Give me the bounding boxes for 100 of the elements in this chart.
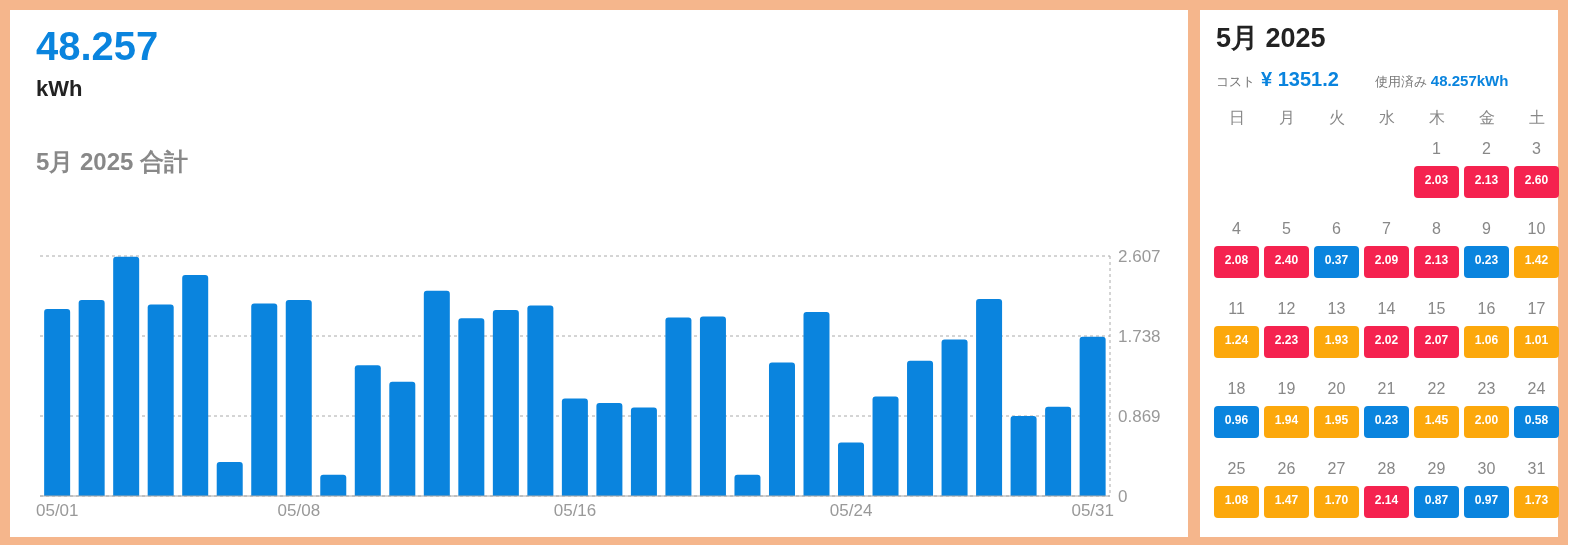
- annotation: 26: [1276, 460, 1297, 479]
- bar: [838, 442, 865, 496]
- annotation: 20: [1326, 380, 1347, 399]
- chart-title: 48.257: [36, 24, 159, 69]
- data-label: 1.47: [1264, 486, 1309, 518]
- data-label: 2.13: [1464, 166, 1509, 198]
- bar: [976, 298, 1003, 496]
- data-label: 2.14: [1364, 486, 1409, 518]
- x-tick-label: 05/31: [1071, 501, 1115, 521]
- annotation: 13: [1326, 300, 1347, 319]
- annotation: 12: [1276, 300, 1297, 319]
- annotation: 30: [1476, 460, 1497, 479]
- annotation: 4: [1231, 220, 1242, 239]
- bar: [1079, 336, 1106, 496]
- bar: [699, 316, 726, 496]
- annotation: 25: [1226, 460, 1247, 479]
- annotation: 27: [1326, 460, 1347, 479]
- bar: [630, 407, 657, 496]
- data-label: 0.23: [1464, 246, 1509, 278]
- annotation: 7: [1381, 220, 1392, 239]
- y-tick-label: 0.869: [1118, 407, 1161, 427]
- data-label: 1.08: [1214, 486, 1259, 518]
- data-label: 2.02: [1364, 326, 1409, 358]
- annotation: 8: [1431, 220, 1442, 239]
- y-tick-label: 1.738: [1118, 327, 1161, 347]
- data-label: 1.24: [1214, 326, 1259, 358]
- annotation: 29: [1426, 460, 1447, 479]
- data-label: 2.40: [1264, 246, 1309, 278]
- data-label: 2.23: [1264, 326, 1309, 358]
- data-label: 0.37: [1314, 246, 1359, 278]
- x-tick-label: 05/01: [35, 501, 79, 521]
- bar: [596, 403, 623, 496]
- bar: [354, 365, 381, 496]
- data-label: 1.73: [1514, 486, 1559, 518]
- data-label: 1.45: [1414, 406, 1459, 438]
- x-tick-label: 日: [1227, 108, 1246, 128]
- x-tick-label: 05/16: [553, 501, 597, 521]
- x-tick-label: 土: [1527, 108, 1546, 128]
- x-tick-label: 05/08: [277, 501, 321, 521]
- annotation: 24: [1526, 380, 1547, 399]
- x-tick-label: 水: [1377, 108, 1396, 128]
- data-label: 2.09: [1364, 246, 1409, 278]
- bar: [803, 311, 830, 496]
- x-tick-label: 05/24: [829, 501, 873, 521]
- data-label: 2.13: [1414, 246, 1459, 278]
- data-label: 2.60: [1514, 166, 1559, 198]
- bar: [113, 256, 140, 496]
- x-tick-label: 金: [1477, 108, 1496, 128]
- data-label: 1.06: [1464, 326, 1509, 358]
- bar: [458, 318, 485, 496]
- text: 1: [1431, 140, 1442, 159]
- data-label: 0.58: [1514, 406, 1559, 438]
- bar: [251, 303, 278, 496]
- bar: [1045, 406, 1072, 496]
- data-label: 0.23: [1364, 406, 1409, 438]
- bar: [665, 317, 692, 496]
- annotation: 10: [1526, 220, 1547, 239]
- bar: [389, 381, 416, 496]
- text: 48.257kWh: [1430, 72, 1509, 89]
- annotation: 15: [1426, 300, 1447, 319]
- data-label: 1.94: [1264, 406, 1309, 438]
- annotation: 19: [1276, 380, 1297, 399]
- bar: [734, 474, 761, 496]
- data-label: 2.00: [1464, 406, 1509, 438]
- text: 3: [1531, 140, 1542, 159]
- annotation: 17: [1526, 300, 1547, 319]
- data-label: 1.70: [1314, 486, 1359, 518]
- annotation: 14: [1376, 300, 1397, 319]
- data-label: 1.95: [1314, 406, 1359, 438]
- bar: [561, 398, 588, 496]
- x-tick-label: 火: [1327, 108, 1346, 128]
- data-label: 2.08: [1214, 246, 1259, 278]
- text: 2: [1481, 140, 1492, 159]
- bar: [1010, 415, 1037, 496]
- annotation: 9: [1481, 220, 1492, 239]
- annotation: 11: [1227, 300, 1246, 319]
- text: 5月 2025 合計: [36, 147, 189, 177]
- data-label: 1.93: [1314, 326, 1359, 358]
- data-label: 0.97: [1464, 486, 1509, 518]
- bar: [147, 304, 174, 496]
- bar: [78, 299, 105, 496]
- annotation: 22: [1426, 380, 1447, 399]
- annotation: 31: [1526, 460, 1547, 479]
- y-tick-label: 2.607: [1118, 247, 1161, 267]
- bar: [907, 360, 934, 496]
- annotation: 28: [1376, 460, 1397, 479]
- annotation: 16: [1476, 300, 1497, 319]
- data-label: 2.07: [1414, 326, 1459, 358]
- bar: [44, 309, 71, 496]
- chart-subtitle: kWh: [36, 76, 83, 102]
- data-label: 0.87: [1414, 486, 1459, 518]
- bar: [527, 305, 554, 496]
- data-label: 1.42: [1514, 246, 1559, 278]
- x-tick-label: 月: [1277, 108, 1296, 128]
- text: 使用済み: [1374, 73, 1427, 91]
- bar: [492, 310, 519, 496]
- annotation: 21: [1376, 380, 1397, 399]
- x-tick-label: 木: [1427, 108, 1446, 128]
- data-label: 1.01: [1514, 326, 1559, 358]
- bar: [768, 362, 795, 496]
